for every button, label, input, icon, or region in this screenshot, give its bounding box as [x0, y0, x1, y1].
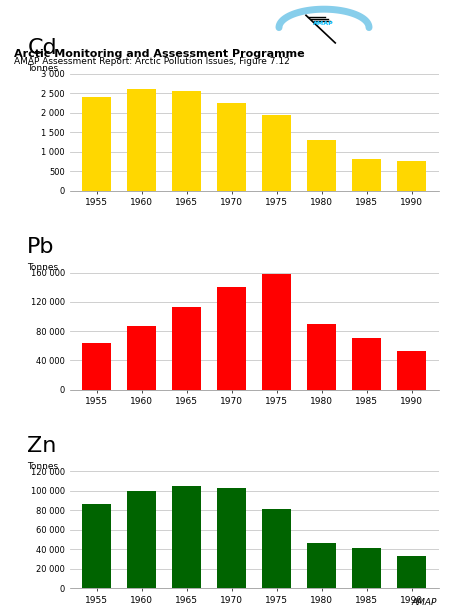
Bar	[307, 324, 337, 389]
Bar	[82, 343, 112, 389]
Bar	[127, 326, 157, 389]
Bar	[172, 307, 202, 389]
Bar	[262, 115, 292, 191]
Bar	[352, 547, 382, 588]
Bar	[127, 491, 157, 588]
Bar	[307, 140, 337, 191]
Text: Arctic Monitoring and Assessment Programme: Arctic Monitoring and Assessment Program…	[14, 49, 304, 59]
Bar	[82, 97, 112, 191]
Bar	[262, 509, 292, 588]
Text: Tonnes: Tonnes	[27, 263, 58, 272]
Text: Cd: Cd	[27, 39, 57, 58]
Bar	[307, 543, 337, 588]
Bar	[352, 338, 382, 389]
Bar	[172, 486, 202, 588]
Text: Tonnes: Tonnes	[27, 462, 58, 471]
Bar	[397, 556, 427, 588]
Bar	[172, 91, 202, 191]
Bar	[397, 161, 427, 191]
Text: Pb: Pb	[27, 237, 55, 257]
Bar	[352, 159, 382, 191]
Bar	[397, 351, 427, 389]
Text: AMAP: AMAP	[313, 20, 333, 26]
Text: AMAP Assessment Report: Arctic Pollution Issues, Figure 7.12: AMAP Assessment Report: Arctic Pollution…	[14, 57, 289, 66]
Bar	[82, 504, 112, 588]
Bar	[262, 274, 292, 389]
Text: Tonnes: Tonnes	[27, 64, 58, 73]
Bar	[217, 488, 247, 588]
Bar	[217, 103, 247, 191]
Bar	[127, 89, 157, 191]
Bar	[217, 287, 247, 389]
Text: AMAP: AMAP	[411, 598, 436, 607]
Text: Zn: Zn	[27, 436, 57, 456]
